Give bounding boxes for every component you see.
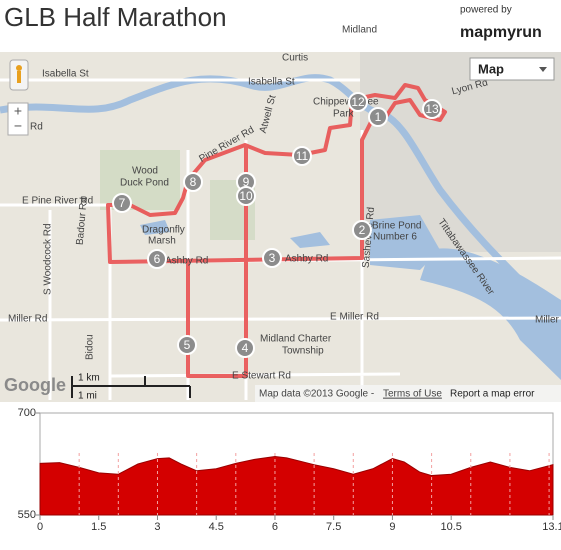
map-label: Miller Rd: [8, 314, 47, 325]
x-tick-label: 9: [389, 521, 395, 533]
map-label: Marsh: [148, 236, 176, 247]
x-tick-label: 6: [272, 521, 278, 533]
mile-marker-label: 7: [119, 196, 126, 210]
zoom-box: [7, 102, 29, 136]
map-label: Ashby Rd: [285, 254, 328, 265]
mile-marker-label: 8: [190, 175, 197, 189]
map-label: Township: [282, 346, 324, 357]
map-label: E Miller Rd: [330, 312, 379, 323]
attribution: Map data ©2013 Google -: [259, 389, 374, 400]
brand: mapmyrun: [460, 24, 542, 41]
map-type[interactable]: Map: [469, 57, 555, 81]
pegman-icon: [17, 71, 21, 83]
mile-marker-label: 3: [269, 251, 276, 265]
title: GLB Half Marathon: [4, 2, 227, 32]
scale-km: 1 km: [78, 373, 100, 384]
mile-marker-label: 9: [243, 175, 250, 189]
dropdown-arrow: [539, 67, 547, 72]
map-label: Dragonfly: [142, 225, 185, 236]
mile-marker: [183, 172, 203, 192]
mile-marker-label: 5: [184, 338, 191, 352]
map-label: Isabella St: [248, 77, 295, 88]
pond: [370, 215, 440, 270]
attribution-bar: [255, 385, 561, 402]
report-link[interactable]: Report a map error: [450, 389, 535, 400]
lake: [420, 248, 561, 380]
terms-link[interactable]: Terms of Use: [383, 389, 442, 400]
map-label: S Woodcock Rd: [43, 223, 54, 295]
map-type-label: Map: [478, 61, 504, 76]
map-label: Curtis: [282, 53, 308, 64]
scale-bar: [71, 376, 191, 398]
map-label: Bidou: [85, 334, 96, 360]
map-label: Ashby Rd: [165, 256, 208, 267]
elevation-chart: 550 700 0 1.5 3 4.5 6 7.5 9 10.5 13.1: [18, 407, 561, 533]
mile-marker: [422, 99, 442, 119]
map-label: Midland Charter: [260, 334, 332, 345]
map-type-button[interactable]: [469, 57, 555, 81]
y-tick-label: 550: [18, 509, 36, 521]
map-label: E Pine River Rd: [22, 196, 93, 207]
x-tick-label: 7.5: [326, 521, 341, 533]
x-tick-label: 10.5: [440, 521, 461, 533]
x-tick-label: 0: [37, 521, 43, 533]
map-label: E Stewart Rd: [232, 371, 291, 382]
mile-marker: [368, 107, 388, 127]
map-label: Chippewassee: [313, 97, 379, 108]
elevation-area: [39, 456, 554, 516]
pegman-icon: [16, 65, 22, 71]
map-label: Number 6: [373, 232, 417, 243]
mile-marker: [235, 338, 255, 358]
mile-marker: [352, 220, 372, 240]
map-label: Miller Rd: [535, 315, 561, 326]
mile-marker-label: 11: [296, 149, 309, 163]
powered-by: powered by: [460, 5, 512, 16]
mile-marker-label: 2: [359, 223, 366, 237]
pond: [140, 220, 330, 248]
mile-marker: [236, 186, 256, 206]
map-label: Isabella St: [42, 69, 89, 80]
mile-marker-label: 10: [239, 189, 253, 203]
map-label: Badour Rd: [75, 197, 90, 246]
zoom-control: + −: [7, 59, 29, 136]
mile-marker-label: 12: [351, 95, 365, 109]
mile-marker: [348, 92, 368, 112]
map-label: Rd: [30, 122, 43, 133]
mile-marker: [292, 146, 312, 166]
map: Midland Curtis Isabella St Isabella St Rd Chi…: [0, 25, 561, 402]
map-label: Brine Pond: [372, 221, 421, 232]
zoom-out[interactable]: −: [14, 118, 22, 134]
mile-marker: [112, 193, 132, 213]
mile-marker: [262, 248, 282, 268]
map-label: Park: [333, 109, 355, 120]
x-tick-label: 3: [154, 521, 160, 533]
y-tick-label: 700: [18, 407, 36, 419]
map-label: Duck Pond: [120, 178, 169, 189]
mile-marker-label: 13: [425, 102, 439, 116]
zoom-in[interactable]: +: [14, 103, 22, 119]
map-label: Midland: [342, 25, 377, 36]
mile-marker-label: 6: [154, 252, 161, 266]
google-logo: Google: [4, 375, 66, 395]
mile-marker: [147, 249, 167, 269]
x-tick-label: 13.1: [542, 521, 561, 533]
mile-marker-label: 1: [375, 110, 382, 124]
map-label: Wood: [132, 166, 158, 177]
x-tick-label: 4.5: [209, 521, 224, 533]
mile-marker: [177, 335, 197, 355]
x-tick-label: 1.5: [91, 521, 106, 533]
scale-mi: 1 mi: [78, 391, 97, 402]
mile-marker-label: 4: [242, 341, 249, 355]
